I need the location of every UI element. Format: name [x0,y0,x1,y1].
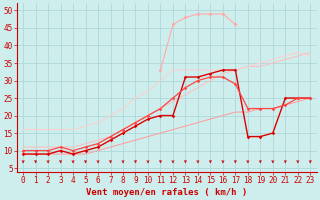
X-axis label: Vent moyen/en rafales ( km/h ): Vent moyen/en rafales ( km/h ) [86,188,247,197]
